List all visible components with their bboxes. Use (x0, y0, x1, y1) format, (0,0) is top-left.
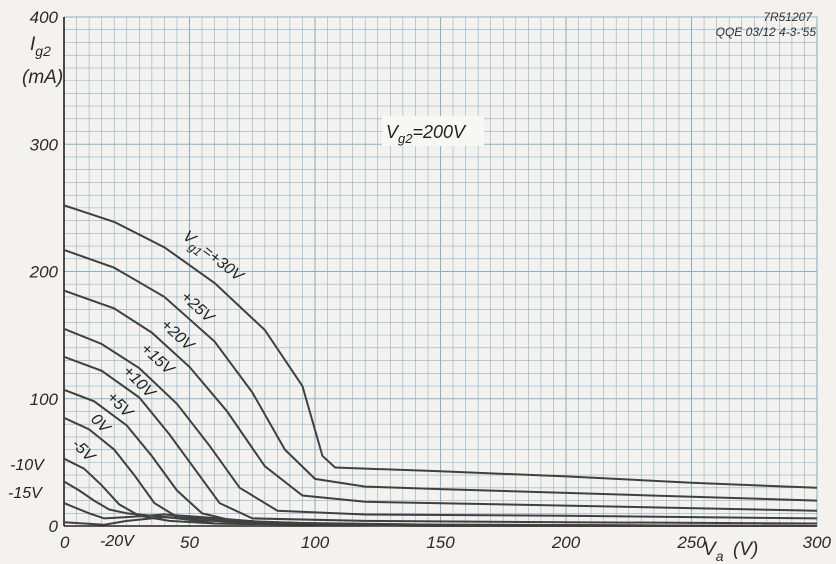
curve--20V (63, 516, 818, 527)
grid (63, 16, 818, 527)
x-tick-label-100: 100 (301, 533, 330, 552)
y-axis-title: Ig2 (30, 34, 51, 59)
annotation-main: V (386, 122, 400, 142)
y-axis-title-sub: g2 (35, 43, 51, 59)
annotation-rest: =200V (412, 122, 467, 142)
curve-+20V (63, 289, 818, 512)
y-axis-title-main: I (30, 34, 36, 55)
y-axis-unit: (mA) (22, 67, 63, 88)
x-tick-label-50: 50 (180, 533, 199, 552)
y-tick-label-400: 400 (30, 8, 59, 27)
y-tick-label-300: 300 (30, 135, 59, 154)
x-axis-title-sub: a (716, 548, 724, 564)
annotation-background (382, 116, 484, 146)
curve-label--15V: -15V (8, 485, 43, 502)
curve-label--20V: -20V (100, 533, 135, 550)
x-tick-labels: 0 50 100 150 200 250 300 (60, 533, 832, 552)
curve-+10V (63, 355, 818, 525)
x-axis-title: Va (703, 539, 724, 564)
curve-+25V (63, 248, 818, 502)
y-tick-labels: 0 100 200 300 400 (29, 8, 59, 536)
y-tick-label-100: 100 (30, 390, 59, 409)
y-tick-label-200: 200 (29, 263, 59, 282)
x-axis-unit: (V) (733, 539, 758, 560)
reference-line-1: 7R51207 (763, 10, 813, 24)
x-tick-label-150: 150 (426, 533, 455, 552)
x-tick-label-0: 0 (60, 533, 70, 552)
annotation-vg2: Vg2=200V (386, 122, 467, 146)
x-tick-label-300: 300 (803, 533, 832, 552)
annotation-sub: g2 (398, 131, 413, 146)
x-tick-label-200: 200 (551, 533, 581, 552)
curve-+30V (63, 204, 818, 489)
x-tick-label-250: 250 (676, 533, 706, 552)
curve-+15V (63, 327, 818, 520)
curve-label--10V: -10V (10, 457, 45, 474)
reference-line-2: QQE 03/12 4-3-'55 (716, 25, 817, 39)
curves (63, 204, 818, 527)
x-axis-title-main: V (703, 539, 718, 560)
y-tick-label-0: 0 (49, 517, 59, 536)
